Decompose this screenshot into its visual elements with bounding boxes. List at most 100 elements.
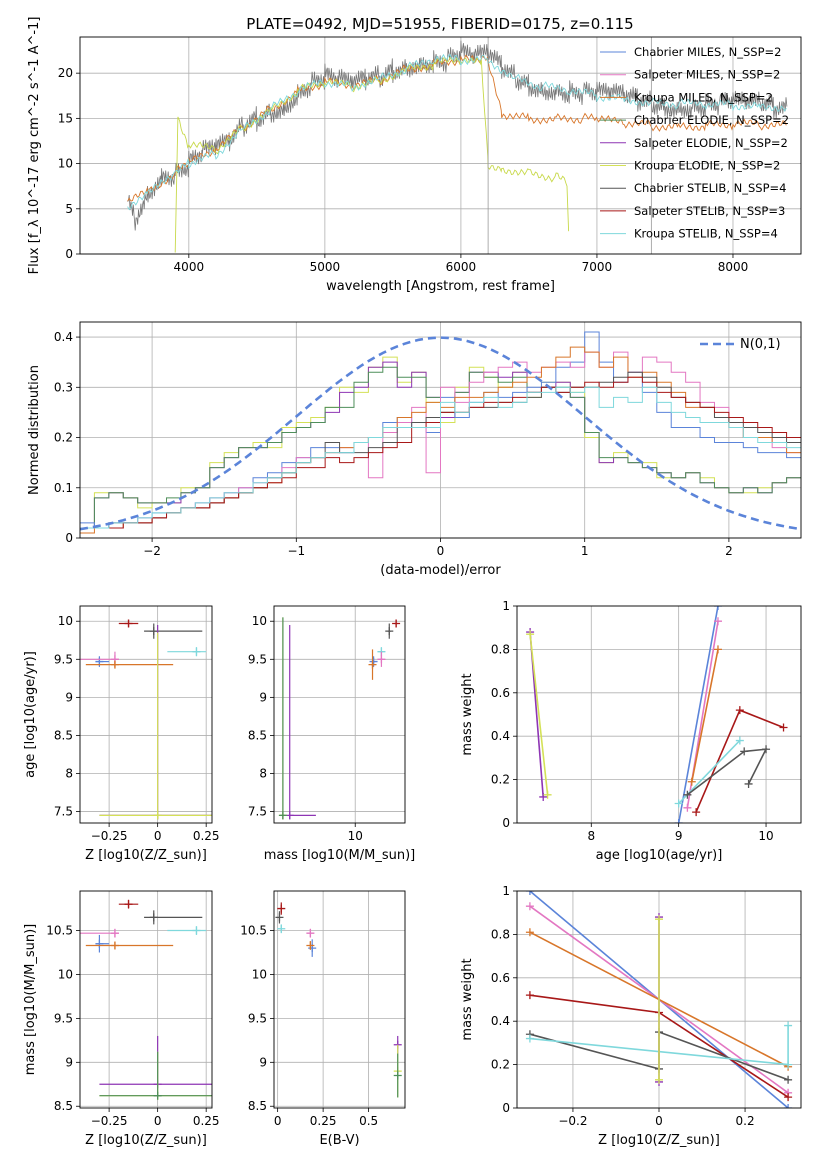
series-marker	[525, 1034, 534, 1043]
chart-mass_vs_ebv: 0 0.25 0.5 8.5 9 9.5 10 10.5 E(B-V)	[240, 890, 406, 1148]
axes-frame	[79, 321, 802, 539]
x-tick-label: 4000	[174, 260, 205, 274]
y-tick-label: 0.3	[54, 380, 73, 394]
axes-frame	[273, 890, 406, 1109]
series-marker	[744, 779, 753, 788]
series-marker	[525, 902, 534, 911]
legend-residuals: N(0,1)	[700, 337, 781, 352]
legend-label: Kroupa MILES, N_SSP=2	[634, 90, 773, 104]
x-tick-label: 9	[675, 829, 683, 843]
data-point	[277, 904, 286, 913]
y-tick-label: 0.2	[491, 773, 510, 787]
y-tick-label: 0.6	[491, 971, 510, 985]
x-tick-label: −2	[143, 544, 161, 558]
series-marker	[525, 928, 534, 937]
plot-area-mass_vs_Z	[80, 899, 212, 1100]
axes-frame	[273, 605, 406, 824]
x-axis-label: Z [log10(Z/Z_sun)]	[85, 848, 207, 863]
x-tick-label: 0	[154, 829, 162, 843]
y-tick-label: 0.6	[491, 686, 510, 700]
y-tick-label: 9.5	[54, 652, 73, 666]
legend-label: Chabrier ELODIE, N_SSP=2	[634, 113, 789, 127]
chart-age_vs_mass: 10 7.5 8 8.5 9 9.5 10 mass [log10(M/M_sun)]	[248, 605, 415, 863]
y-tick-label: 8.5	[248, 1099, 267, 1113]
data-point	[277, 924, 286, 933]
legend-label: Salpeter MILES, N_SSP=2	[634, 68, 780, 82]
series-line	[691, 649, 719, 782]
data-point	[278, 811, 287, 820]
y-tick-label: 10	[58, 967, 73, 981]
data-point	[149, 627, 158, 636]
x-tick-label: −0.25	[91, 1114, 128, 1128]
x-tick-label: 6000	[446, 260, 477, 274]
y-tick-label: 8.5	[54, 1099, 73, 1113]
plot-area-massweight_vs_age	[526, 606, 788, 823]
series-marker	[713, 645, 722, 654]
series-marker	[784, 1104, 793, 1108]
y-tick-label: 9	[259, 1055, 267, 1069]
data-point	[368, 660, 377, 669]
x-tick-label: 0	[154, 1114, 162, 1128]
data-point	[306, 941, 315, 950]
data-point	[377, 655, 386, 664]
y-tick-label: 9.5	[248, 1011, 267, 1025]
legend-label: N(0,1)	[740, 337, 781, 352]
x-axis-label: E(B-V)	[319, 1133, 359, 1148]
x-tick-label: 8000	[718, 260, 749, 274]
data-point	[275, 913, 284, 922]
data-point	[124, 900, 133, 909]
x-tick-label: 0.25	[193, 829, 220, 843]
x-tick-label: 2	[725, 544, 733, 558]
y-tick-label: 7.5	[248, 805, 267, 819]
chart-age_vs_Z: −0.25 0 0.25 7.5 8 8.5 9 9.5 10 Z [log10(Z/Z_sun)…	[23, 605, 220, 863]
y-tick-label: 0.2	[54, 431, 73, 445]
data-point	[110, 660, 119, 669]
x-tick-label: 7000	[582, 260, 613, 274]
data-point	[392, 619, 401, 628]
plot-area-spectrum	[127, 37, 788, 254]
legend-label: Salpeter ELODIE, N_SSP=2	[634, 136, 788, 150]
data-point	[110, 941, 119, 950]
series-marker	[655, 1075, 663, 1084]
y-tick-label: 9.5	[248, 652, 267, 666]
y-tick-label: 10	[252, 967, 267, 981]
data-point	[285, 811, 294, 820]
chart-massweight_vs_Z: −0.2 0 0.2 0 0.2 0.4 0.6 0.8 1 Z [log10(Z/Z_sun)]…	[460, 884, 802, 1148]
plot-area-mass_vs_ebv	[275, 902, 402, 1098]
axes-frame	[79, 36, 802, 255]
y-tick-label: 9	[259, 690, 267, 704]
legend-label: Kroupa STELIB, N_SSP=4	[634, 227, 778, 241]
legend-spectrum: Chabrier MILES, N_SSP=2 Salpeter MILES, N…	[600, 45, 789, 241]
y-axis-label: mass weight	[460, 958, 475, 1040]
y-tick-label: 0.4	[491, 729, 510, 743]
series-marker	[713, 606, 722, 610]
series-marker	[692, 808, 701, 817]
series-marker	[543, 790, 552, 799]
y-tick-label: 8	[259, 767, 267, 781]
x-tick-label: 0.25	[310, 1114, 337, 1128]
y-tick-label: 9.5	[54, 1011, 73, 1025]
y-tick-label: 7.5	[54, 805, 73, 819]
x-tick-label: 0.2	[736, 1114, 755, 1128]
y-tick-label: 8.5	[54, 728, 73, 742]
data-point	[385, 627, 394, 636]
y-tick-label: 10.5	[46, 924, 73, 938]
y-axis-label: mass [log10(M/M_sun)]	[23, 924, 38, 1076]
figure-title: PLATE=0492, MJD=51955, FIBERID=0175, z=0…	[246, 15, 633, 33]
plot-area-massweight_vs_Z	[525, 891, 793, 1108]
plot-area-residuals	[80, 331, 801, 534]
x-axis-label: wavelength [Angstrom, rest frame]	[326, 279, 555, 294]
y-tick-label: 0	[65, 531, 73, 545]
data-point	[153, 811, 162, 820]
series-marker	[784, 1093, 793, 1102]
series-marker	[784, 1060, 793, 1069]
histogram-kroupa-stelib	[80, 386, 801, 529]
axes-frame	[79, 605, 213, 824]
series-line	[529, 634, 549, 795]
data-point	[149, 913, 158, 922]
data-point	[393, 1071, 402, 1080]
series-line	[686, 748, 768, 796]
data-point	[124, 619, 133, 628]
x-tick-label: 10	[348, 829, 363, 843]
x-tick-label: 0	[437, 544, 445, 558]
